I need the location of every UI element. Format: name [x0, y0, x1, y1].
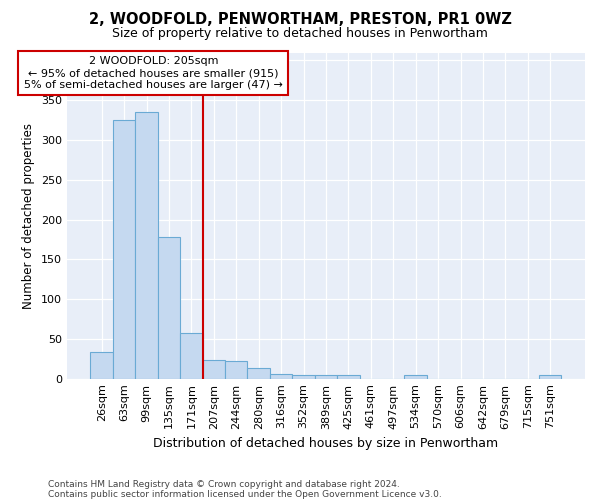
Bar [158, 237, 180, 378]
Text: 2 WOODFOLD: 205sqm
← 95% of detached houses are smaller (915)
5% of semi-detache: 2 WOODFOLD: 205sqm ← 95% of detached hou… [24, 56, 283, 90]
Bar [315, 374, 337, 378]
Bar [337, 374, 359, 378]
Text: Size of property relative to detached houses in Penwortham: Size of property relative to detached ho… [112, 28, 488, 40]
Y-axis label: Number of detached properties: Number of detached properties [22, 122, 35, 308]
Bar [539, 376, 562, 378]
Text: 2, WOODFOLD, PENWORTHAM, PRESTON, PR1 0WZ: 2, WOODFOLD, PENWORTHAM, PRESTON, PR1 0W… [89, 12, 511, 28]
Bar [292, 374, 315, 378]
Bar [247, 368, 270, 378]
Bar [225, 361, 247, 378]
Bar [113, 120, 136, 378]
Bar [91, 352, 113, 378]
Text: Contains public sector information licensed under the Open Government Licence v3: Contains public sector information licen… [48, 490, 442, 499]
Text: Contains HM Land Registry data © Crown copyright and database right 2024.: Contains HM Land Registry data © Crown c… [48, 480, 400, 489]
Bar [203, 360, 225, 378]
X-axis label: Distribution of detached houses by size in Penwortham: Distribution of detached houses by size … [154, 437, 499, 450]
Bar [180, 334, 203, 378]
Bar [270, 374, 292, 378]
Bar [404, 376, 427, 378]
Bar [136, 112, 158, 378]
